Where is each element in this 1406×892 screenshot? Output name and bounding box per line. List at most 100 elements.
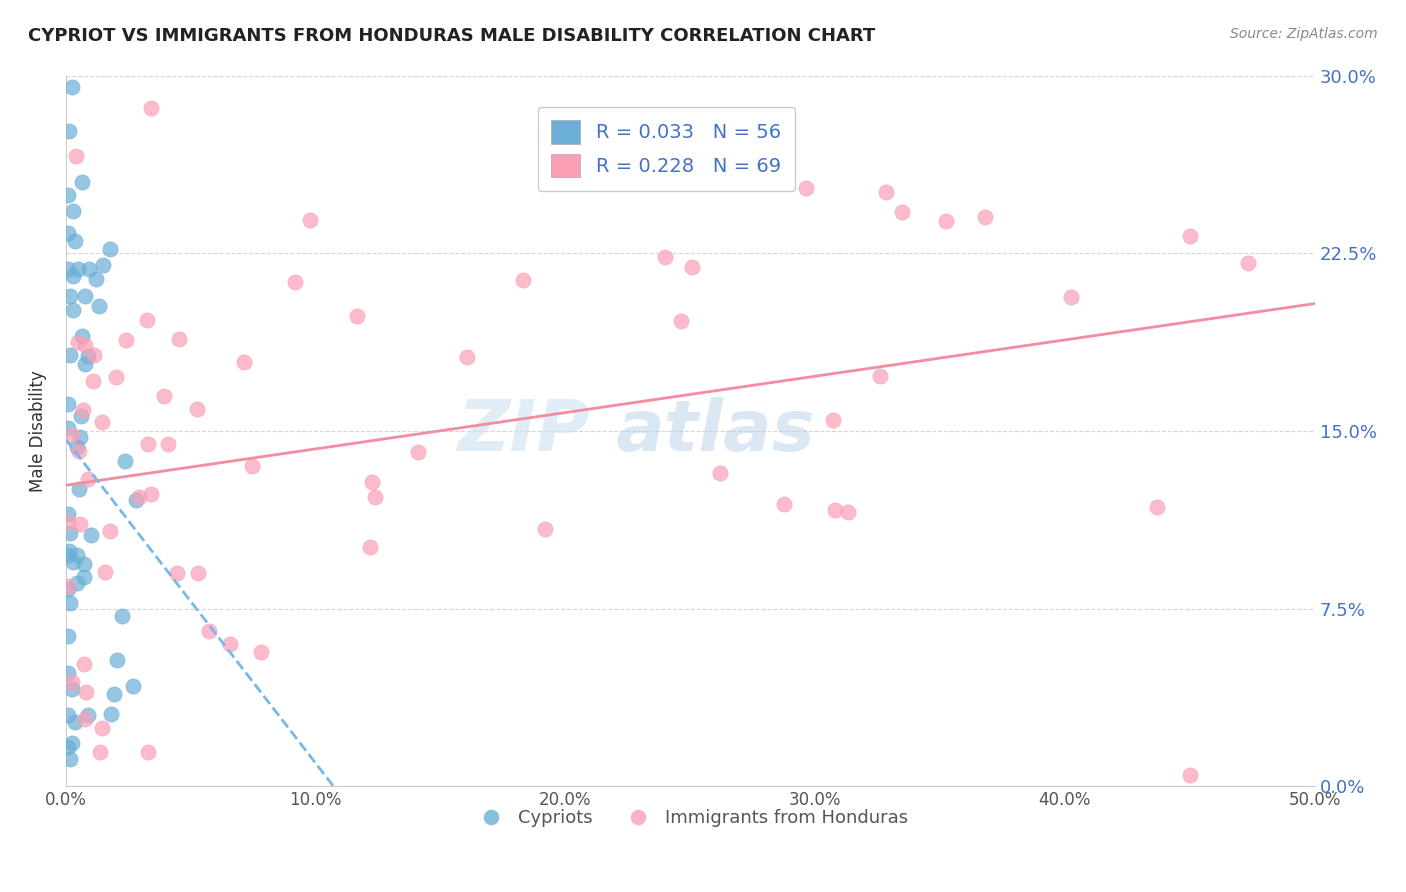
Point [98, 243, 121, 257]
Point [69, 516, 91, 531]
Point [1178, 767, 1201, 781]
Point [93, 565, 115, 579]
Text: CYPRIOT VS IMMIGRANTS FROM HONDURAS MALE DISABILITY CORRELATION CHART: CYPRIOT VS IMMIGRANTS FROM HONDURAS MALE… [28, 27, 876, 45]
Point [186, 402, 208, 417]
Point [62, 303, 84, 318]
Point [73, 557, 96, 571]
Point [122, 679, 145, 693]
Point [1237, 255, 1260, 269]
Point [66, 576, 89, 591]
Point [58, 629, 80, 643]
Point [58, 507, 80, 521]
Point [66, 262, 89, 277]
Point [681, 260, 703, 274]
Point [77, 262, 100, 277]
Point [346, 310, 368, 324]
Point [58, 579, 80, 593]
Point [198, 624, 221, 639]
Point [67, 444, 90, 458]
Point [60, 674, 83, 689]
Point [70, 175, 93, 189]
Point [67, 335, 90, 350]
Point [973, 211, 995, 225]
Point [136, 313, 159, 327]
Point [456, 350, 478, 364]
Point [66, 440, 89, 454]
Point [100, 706, 122, 721]
Point [359, 540, 381, 554]
Point [58, 515, 80, 529]
Point [124, 493, 146, 508]
Point [709, 467, 731, 481]
Point [91, 415, 114, 429]
Point [875, 185, 897, 199]
Point [869, 368, 891, 383]
Point [58, 544, 80, 558]
Point [58, 188, 80, 202]
Point [77, 472, 100, 486]
Point [65, 149, 87, 163]
Text: atlas: atlas [616, 397, 815, 466]
Point [669, 314, 692, 328]
Point [58, 665, 80, 680]
Point [533, 522, 555, 536]
Point [73, 357, 96, 371]
Point [890, 204, 912, 219]
Point [73, 657, 96, 672]
Point [69, 430, 91, 444]
Point [82, 375, 104, 389]
Point [83, 348, 105, 362]
Point [62, 555, 84, 569]
Point [58, 421, 80, 435]
Point [512, 273, 534, 287]
Point [105, 652, 128, 666]
Point [128, 490, 150, 504]
Point [250, 644, 273, 658]
Point [284, 275, 307, 289]
Point [59, 526, 82, 541]
Point [89, 745, 111, 759]
Point [111, 609, 134, 624]
Point [103, 687, 125, 701]
Point [136, 437, 159, 451]
Point [139, 487, 162, 501]
Point [59, 289, 82, 303]
Point [364, 491, 387, 505]
Point [63, 234, 86, 248]
Point [76, 349, 98, 363]
Point [167, 332, 190, 346]
Point [114, 453, 136, 467]
Point [837, 505, 859, 519]
Point [153, 388, 176, 402]
Point [115, 333, 138, 347]
Point [187, 566, 209, 580]
Point [141, 101, 163, 115]
Point [80, 527, 103, 541]
Text: ZIP: ZIP [458, 397, 591, 466]
Point [59, 596, 82, 610]
Point [240, 458, 263, 473]
Point [104, 369, 127, 384]
Point [72, 403, 94, 417]
Point [166, 566, 188, 580]
Point [58, 124, 80, 138]
Point [75, 712, 97, 726]
Point [93, 258, 115, 272]
Point [98, 524, 121, 538]
Text: Source: ZipAtlas.com: Source: ZipAtlas.com [1230, 27, 1378, 41]
Point [59, 752, 82, 766]
Point [58, 739, 80, 754]
Point [361, 475, 384, 490]
Point [935, 214, 957, 228]
Point [824, 503, 846, 517]
Point [62, 203, 84, 218]
Point [66, 548, 89, 562]
Point [136, 745, 159, 759]
Point [58, 261, 80, 276]
Point [1060, 290, 1083, 304]
Point [73, 289, 96, 303]
Point [58, 226, 80, 240]
Point [58, 548, 80, 562]
Point [1180, 228, 1202, 243]
Point [90, 722, 112, 736]
